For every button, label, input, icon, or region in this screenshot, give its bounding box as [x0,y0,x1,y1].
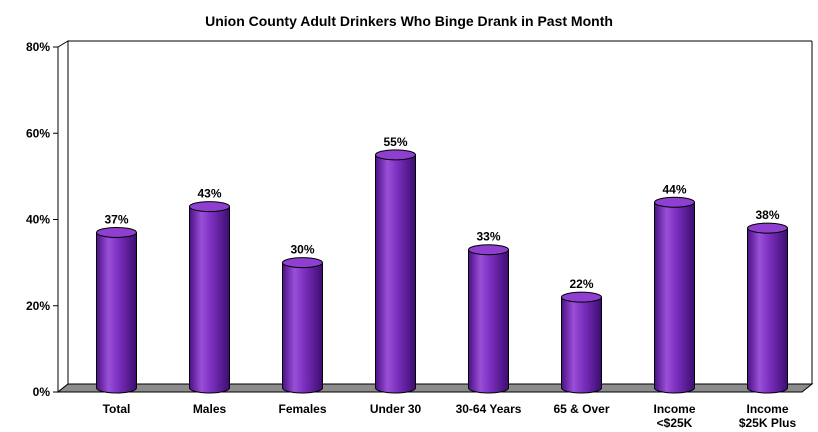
bar: 22% [561,277,602,394]
bar-top [96,226,137,238]
bar-top [561,291,602,303]
x-tick-label: Males [193,402,227,416]
x-tick-label: 30-64 Years [456,402,522,416]
bar: 44% [654,182,695,394]
data-label: 30% [290,243,314,257]
x-tick-label: Females [278,402,326,416]
data-label: 22% [569,277,593,291]
data-label: 44% [662,182,686,196]
x-tick-label: Total [103,402,131,416]
chart-floor [56,383,814,393]
y-tick-label: 60% [26,126,50,140]
y-tick-label: 0% [33,385,51,399]
data-label: 33% [476,230,500,244]
y-tick-label: 40% [26,213,50,227]
category-labels: Total Males Females Under 30 30-64 Years 65 &… [103,402,797,430]
x-tick-label: Income [746,402,788,416]
bar: 30% [282,243,323,394]
bar-top [654,196,695,208]
data-label: 55% [383,135,407,149]
axes: 0% 20% 40% 60% 80% [26,40,814,399]
bar: 37% [96,212,137,394]
bar: 33% [468,230,509,394]
data-label: 43% [197,187,221,201]
bar-body [747,227,788,394]
chart-title: Union County Adult Drinkers Who Binge Dr… [205,13,613,29]
bar: 38% [747,208,788,394]
data-label: 38% [755,208,779,222]
bar-top [375,149,416,161]
x-tick-label: 65 & Over [553,402,609,416]
y-tick-label: 80% [26,40,50,54]
bars: 37% 43% 30% 55% 33% 22% 44% 38% [96,135,788,394]
bar-top [189,201,230,213]
y-tick-label: 20% [26,299,50,313]
bar-body [561,296,602,394]
bar: 55% [375,135,416,394]
bar-body [189,206,230,394]
side-wall [57,40,69,394]
bar-top [468,244,509,256]
data-label: 37% [104,212,128,226]
x-tick-label: Income [653,402,695,416]
bar: 43% [189,187,230,394]
x-tick-label: Under 30 [370,402,422,416]
bar-top [282,257,323,269]
x-tick-label: $25K Plus [739,416,797,430]
bar-body [468,249,509,394]
bar-body [375,154,416,394]
x-tick-label: <$25K [657,416,693,430]
bar-top [747,222,788,234]
bar-body [282,262,323,394]
bar-body [96,231,137,394]
bar-body [654,201,695,394]
